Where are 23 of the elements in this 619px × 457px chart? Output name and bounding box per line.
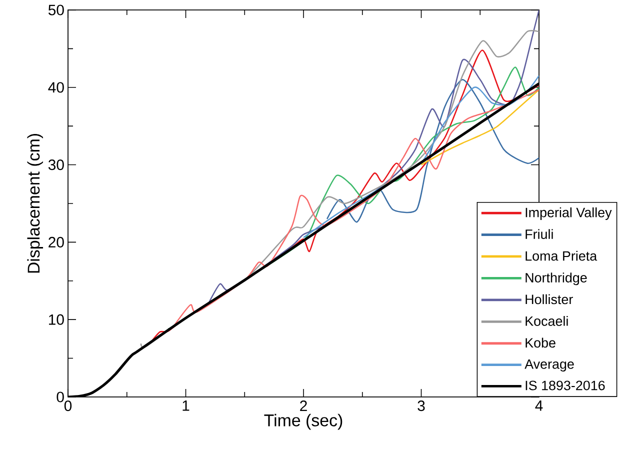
legend-label: Imperial Valley (526, 207, 612, 220)
y-tick-label: 30 (48, 159, 64, 170)
x-axis-title: Time (sec) (264, 414, 342, 430)
x-tick-label: 2 (300, 400, 307, 411)
legend-label: Loma Prieta (526, 250, 598, 261)
x-tick-label: 3 (418, 400, 425, 412)
x-tick-label: 1 (182, 400, 190, 411)
legend-label: IS 1893-2016 (526, 380, 605, 390)
y-tick-label: 50 (48, 4, 64, 16)
legend-label: Friuli (526, 229, 553, 239)
legend-label: Kobe (526, 338, 556, 348)
y-tick-label: 0 (56, 392, 64, 402)
x-tick-label: 4 (535, 400, 543, 411)
x-tick-label: 0 (64, 400, 72, 412)
legend-label: Northridge (526, 272, 587, 286)
y-tick-label: 10 (49, 314, 64, 325)
legend-label: Kocaeli (526, 316, 568, 326)
y-axis-title: Displacement (cm) (27, 134, 44, 273)
legend-label: Hollister (526, 294, 573, 304)
line-series (420, 89, 540, 166)
legend-label: Average (524, 359, 574, 372)
y-tick-label: 40 (48, 82, 64, 93)
y-tick-label: 20 (48, 236, 64, 248)
